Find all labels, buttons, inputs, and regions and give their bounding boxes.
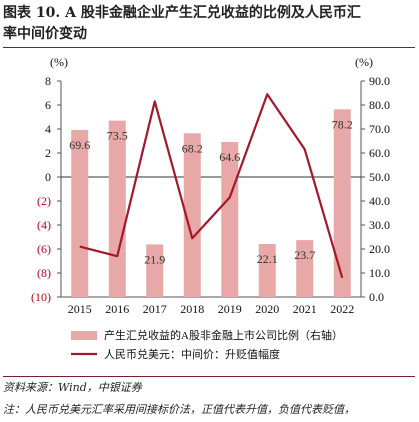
x-tick-label: 2022	[330, 302, 354, 316]
line-series	[79, 93, 344, 279]
x-tick-label: 2019	[218, 302, 242, 316]
bar	[296, 240, 314, 297]
right-tick-label: 80.0	[369, 98, 390, 112]
x-tick-label: 2020	[255, 302, 279, 316]
left-tick-label: 4	[45, 122, 51, 136]
bar	[221, 141, 239, 297]
right-tick-label: 30.0	[369, 218, 390, 232]
left-tick-label: (4)	[37, 218, 51, 232]
right-tick-label: 0.0	[369, 290, 384, 304]
axes: 8 6 4 2 0 (2) (4) (6) (8) (10) (%) 90.0 80.0 70.0 60.0…	[31, 55, 390, 316]
bar-value-label: 78.2	[332, 117, 353, 131]
legend: 产生汇兑收益的A股非金融上市公司比例（右轴） 人民币兑美元：中间价：升贬值幅度	[71, 328, 343, 361]
bar-value-label: 64.6	[219, 150, 240, 164]
footnote-line-1: 注：人民币兑美元汇率采用间接标价法，正值代表升值，负值代表贬值，	[3, 403, 355, 416]
legend-bar-swatch	[71, 331, 97, 340]
bar-value-label: 69.6	[69, 138, 90, 152]
title-line-1: 图表 10. A 股非金融企业产生汇兑收益的比例及人民币汇	[3, 5, 361, 21]
bar	[108, 120, 126, 297]
right-tick-label: 20.0	[369, 242, 390, 256]
source-note: 资料来源：Wind，中银证券	[3, 376, 415, 395]
legend-line-label: 人民币兑美元：中间价：升贬值幅度	[104, 347, 280, 361]
bar-value-label: 22.1	[257, 252, 278, 266]
bar-series	[71, 109, 351, 297]
x-tick-label: 2018	[180, 302, 204, 316]
bar	[71, 129, 89, 297]
bar-value-label: 23.7	[294, 248, 315, 262]
chart-title: 图表 10. A 股非金融企业产生汇兑收益的比例及人民币汇 率中间价变动	[3, 3, 415, 48]
left-tick-label: 2	[45, 146, 51, 160]
left-tick-label: (6)	[37, 242, 51, 256]
right-axis-unit: (%)	[355, 55, 373, 69]
right-tick-label: 50.0	[369, 170, 390, 184]
left-tick-label: 8	[45, 74, 51, 88]
right-tick-label: 10.0	[369, 266, 390, 280]
combo-chart: 8 6 4 2 0 (2) (4) (6) (8) (10) (%) 90.0 80.0 70.0 60.0…	[31, 55, 390, 361]
left-tick-label: 6	[45, 98, 51, 112]
right-tick-label: 90.0	[369, 74, 390, 88]
title-line-2: 率中间价变动	[3, 26, 87, 42]
right-tick-label: 40.0	[369, 194, 390, 208]
bar-value-label: 21.9	[144, 252, 165, 266]
left-tick-label: (10)	[31, 290, 51, 304]
x-tick-label: 2021	[293, 302, 317, 316]
left-tick-label: (8)	[37, 266, 51, 280]
bar	[183, 133, 201, 297]
right-tick-label: 60.0	[369, 146, 390, 160]
left-tick-label: (2)	[37, 194, 51, 208]
left-axis-unit: (%)	[50, 55, 68, 69]
left-tick-label: 0	[45, 170, 51, 184]
footnote: 注：人民币兑美元汇率采用间接标价法，正值代表升值，负值代表贬值， 下同	[3, 400, 415, 422]
bar	[333, 109, 351, 297]
x-tick-label: 2017	[143, 302, 167, 316]
line-path	[79, 93, 344, 279]
legend-bar-label: 产生汇兑收益的A股非金融上市公司比例（右轴）	[104, 328, 343, 342]
bar-value-label: 68.2	[182, 141, 203, 155]
bar	[258, 243, 276, 297]
x-tick-label: 2015	[68, 302, 92, 316]
right-tick-label: 70.0	[369, 122, 390, 136]
bar-value-label: 73.5	[107, 129, 128, 143]
bar-labels: 69.6 73.5 21.9 68.2 64.6 22.1 23.7 78.2	[69, 117, 353, 266]
bar	[146, 244, 164, 297]
x-tick-label: 2016	[105, 302, 129, 316]
